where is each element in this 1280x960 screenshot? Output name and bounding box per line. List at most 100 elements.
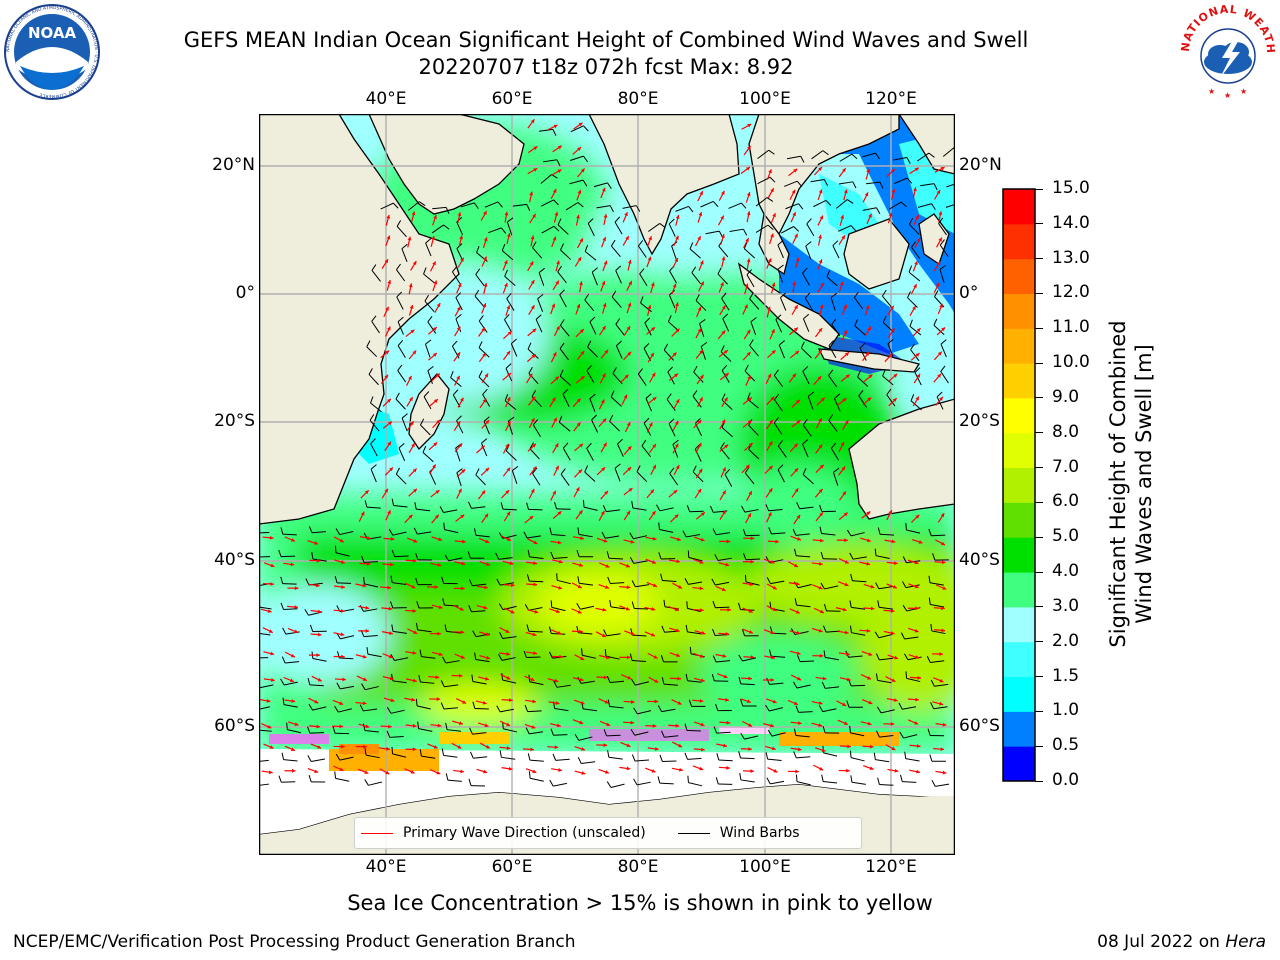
wave-arrow bbox=[788, 561, 799, 568]
wind-barb bbox=[622, 205, 641, 212]
wave-arrow bbox=[888, 397, 898, 407]
wave-arrow bbox=[644, 606, 656, 611]
wave-arrow bbox=[502, 260, 508, 271]
wave-arrow bbox=[623, 445, 632, 455]
graticule bbox=[259, 114, 955, 855]
wave-arrow bbox=[431, 373, 441, 382]
wind-barb bbox=[911, 241, 921, 259]
wave-arrow bbox=[789, 443, 799, 453]
wind-barb bbox=[658, 522, 674, 533]
wave-arrow bbox=[406, 537, 418, 543]
wind-barb bbox=[636, 465, 648, 483]
wave-arrow bbox=[547, 124, 558, 131]
wind-barb bbox=[713, 726, 731, 734]
wave-arrow bbox=[934, 189, 941, 200]
wind-barb bbox=[484, 201, 503, 208]
legend-wind-barbs: Wind Barbs bbox=[677, 825, 800, 841]
wave-arrow bbox=[596, 675, 608, 680]
wind-barb bbox=[874, 631, 893, 639]
wave-arrow bbox=[914, 237, 921, 249]
footer-left: NCEP/EMC/Verification Post Processing Pr… bbox=[13, 932, 576, 952]
wave-arrow bbox=[647, 396, 657, 405]
wind-barb bbox=[559, 319, 570, 337]
wind-barb bbox=[866, 181, 884, 189]
wave-arrow bbox=[384, 441, 392, 452]
wind-barb bbox=[526, 574, 544, 583]
wind-barb bbox=[552, 753, 570, 761]
wind-barb bbox=[668, 418, 676, 437]
wave-arrow bbox=[695, 511, 706, 520]
wave-arrow bbox=[697, 211, 703, 223]
wave-arrow bbox=[790, 747, 802, 752]
wave-arrow bbox=[405, 608, 417, 613]
wind-barb bbox=[506, 217, 514, 236]
wind-barb bbox=[672, 439, 679, 458]
wind-barb bbox=[631, 580, 650, 588]
wind-barb bbox=[550, 728, 568, 736]
wave-arrow bbox=[886, 168, 896, 178]
wave-arrow bbox=[910, 675, 922, 680]
wave-arrow bbox=[742, 304, 749, 315]
colorbar-tick-mark bbox=[1035, 745, 1043, 747]
wind-barb bbox=[930, 702, 948, 710]
wave-arrow bbox=[355, 701, 367, 706]
wave-arrow bbox=[644, 631, 656, 637]
wave-arrow bbox=[527, 261, 534, 272]
wave-arrow bbox=[647, 747, 659, 751]
wave-arrow bbox=[626, 280, 633, 292]
wind-barb bbox=[811, 150, 829, 160]
wave-arrow bbox=[648, 510, 656, 521]
wave-arrow bbox=[671, 328, 680, 337]
wave-arrow bbox=[740, 166, 751, 174]
wind-barb bbox=[456, 468, 463, 487]
wave-arrow bbox=[549, 722, 561, 728]
wind-barb bbox=[591, 267, 598, 286]
wave-arrow bbox=[745, 191, 751, 203]
wind-barb bbox=[875, 582, 893, 590]
wind-barb bbox=[603, 629, 621, 637]
wind-barb bbox=[311, 552, 327, 562]
wave-arrow bbox=[719, 509, 727, 521]
wave-arrow bbox=[840, 374, 851, 382]
wave-arrow bbox=[284, 651, 296, 658]
wind-barb bbox=[363, 576, 379, 588]
wave-arrow bbox=[456, 698, 467, 705]
wave-arrow bbox=[788, 168, 798, 177]
wave-arrow bbox=[817, 259, 823, 270]
wave-arrow bbox=[910, 283, 918, 295]
wave-arrow bbox=[355, 654, 367, 659]
wave-arrow bbox=[933, 747, 945, 752]
wave-arrow bbox=[883, 722, 895, 726]
wave-arrow bbox=[574, 654, 585, 661]
wave-arrow bbox=[814, 488, 823, 498]
wind-barb bbox=[773, 369, 784, 388]
wave-arrow bbox=[619, 585, 631, 590]
wave-arrow bbox=[454, 326, 461, 337]
wind-barb bbox=[940, 365, 949, 384]
wind-barb bbox=[900, 774, 917, 783]
wave-arrow bbox=[912, 187, 917, 199]
wave-arrow bbox=[502, 560, 514, 566]
wind-barb bbox=[657, 776, 674, 785]
wave-arrow bbox=[502, 467, 511, 477]
wave-arrow bbox=[742, 607, 753, 613]
wave-arrow bbox=[482, 237, 488, 248]
wave-arrow bbox=[886, 697, 898, 702]
wave-arrow bbox=[259, 698, 271, 703]
wave-arrow bbox=[551, 417, 558, 428]
wave-arrow bbox=[431, 536, 443, 542]
wave-arrow bbox=[287, 586, 299, 591]
colorbar-tick-mark bbox=[1035, 292, 1043, 294]
wind-barb bbox=[307, 755, 326, 763]
wind-barb bbox=[278, 775, 296, 783]
wave-arrow bbox=[935, 770, 947, 775]
wave-arrow bbox=[624, 630, 635, 636]
wave-arrow bbox=[406, 420, 415, 431]
wind-barb bbox=[643, 417, 652, 436]
wave-arrow bbox=[819, 304, 824, 316]
wave-arrow bbox=[408, 283, 413, 295]
wind-barb bbox=[712, 601, 730, 609]
wave-arrow bbox=[550, 188, 557, 200]
wave-arrow bbox=[619, 605, 630, 611]
wave-arrow bbox=[407, 628, 418, 635]
